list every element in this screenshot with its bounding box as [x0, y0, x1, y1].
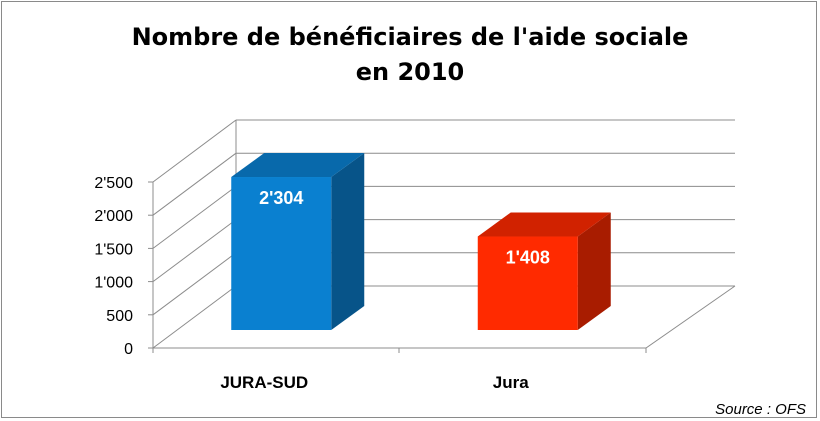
source-note: Source : OFS [715, 401, 806, 418]
bar-top-jura [477, 212, 611, 237]
gridline-side [152, 285, 237, 349]
gridline-side [152, 219, 237, 283]
gridline-side [152, 185, 237, 249]
y-tick-label: 2'500 [94, 175, 133, 192]
y-tick-label: 2'000 [94, 208, 133, 225]
chart-title-line-1: Nombre de bénéficiaires de l'aide social… [131, 23, 689, 51]
bar-side-jura-sud [331, 153, 365, 330]
y-tick-label: 1'500 [94, 241, 133, 258]
bar-side-jura [577, 212, 611, 330]
gridline-side [152, 119, 237, 183]
chart-title: Nombre de bénéficiaires de l'aide social… [0, 20, 820, 90]
gridline-side [152, 252, 237, 316]
bar-jura-sud [231, 177, 332, 330]
chart-title-line-2: en 2010 [355, 58, 465, 86]
data-label: 1'408 [506, 248, 550, 268]
gridline-side [152, 152, 237, 216]
x-category-label: JURA-SUD [220, 373, 308, 392]
y-tick-label: 500 [106, 308, 133, 325]
bar-jura [477, 236, 578, 330]
x-category-label: Jura [493, 373, 529, 392]
y-tick-label: 1'000 [94, 275, 133, 292]
y-tick-label: 0 [124, 341, 133, 358]
data-label: 2'304 [259, 188, 303, 208]
bar-top-jura-sud [231, 153, 365, 178]
